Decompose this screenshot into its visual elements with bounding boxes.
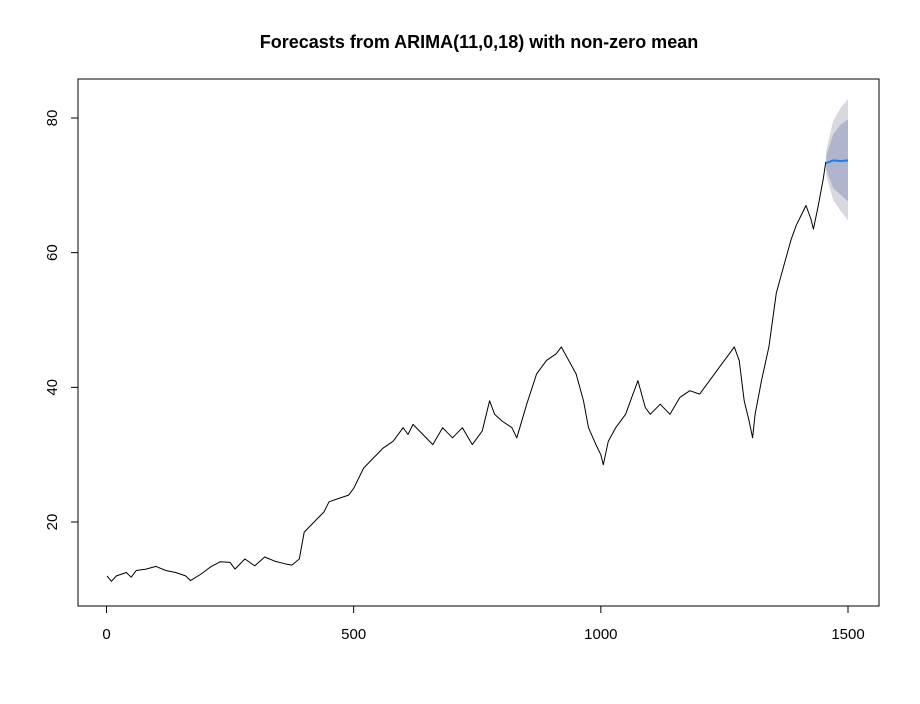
plot-frame: [77, 78, 880, 607]
chart-title: Forecasts from ARIMA(11,0,18) with non-z…: [260, 32, 698, 52]
x-tick-label: 0: [102, 626, 110, 643]
y-tick-label: 40: [44, 379, 61, 396]
x-tick-label: 1500: [831, 626, 864, 643]
x-tick-label: 500: [341, 626, 366, 643]
series-lines: [106, 159, 849, 582]
y-tick-label: 80: [44, 110, 61, 127]
x-axis: 0 500 1000 1500: [102, 605, 865, 643]
y-axis: 20 40 60 80: [44, 110, 79, 531]
y-tick-label: 20: [44, 514, 61, 531]
forecast-line: [825, 159, 849, 165]
observed-line: [106, 161, 827, 582]
y-tick-label: 60: [44, 244, 61, 261]
x-tick-label: 1000: [584, 626, 617, 643]
prediction-intervals: [826, 99, 848, 221]
